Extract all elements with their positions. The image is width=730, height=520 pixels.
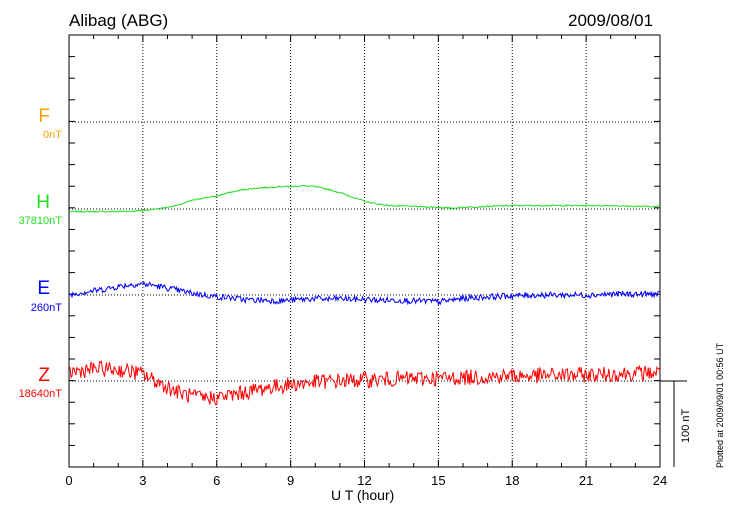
x-tick-labels: 0 3 6 9 12 15 18 21 24 xyxy=(65,473,667,488)
plotted-at-note: Plotted at 2009/09/01 00:56 UT xyxy=(715,342,725,468)
series-baseline-f: 0nT xyxy=(43,129,62,141)
series-baseline-z: 18640nT xyxy=(18,388,62,400)
scale-bar xyxy=(660,380,687,467)
x-tick-label: 6 xyxy=(213,473,220,488)
axis-ticks xyxy=(68,34,661,467)
scale-bar-label: 100 nT xyxy=(680,408,692,443)
x-tick-label: 24 xyxy=(653,473,667,488)
x-tick-label: 21 xyxy=(579,473,593,488)
series-baseline-h: 37810nT xyxy=(18,215,62,227)
series-line-z xyxy=(68,360,661,406)
x-tick-label: 12 xyxy=(357,473,371,488)
series-baseline-e: 260nT xyxy=(30,302,62,314)
grid-lines xyxy=(69,35,660,467)
series-label-f: F xyxy=(38,106,50,127)
x-tick-label: 0 xyxy=(65,473,72,488)
series-label-z: Z xyxy=(38,365,50,386)
series-group xyxy=(68,184,661,406)
x-tick-label: 9 xyxy=(287,473,294,488)
x-tick-label: 3 xyxy=(139,473,146,488)
series-line-e xyxy=(68,280,661,306)
x-axis-label: U T (hour) xyxy=(331,487,395,503)
series-label-h: H xyxy=(36,192,50,213)
chart-title: Alibag (ABG) xyxy=(69,11,169,30)
series-line-h xyxy=(68,184,661,213)
series-label-e: E xyxy=(37,278,50,299)
x-tick-label: 15 xyxy=(431,473,445,488)
chart-date: 2009/08/01 xyxy=(568,11,654,30)
x-tick-label: 18 xyxy=(505,473,519,488)
